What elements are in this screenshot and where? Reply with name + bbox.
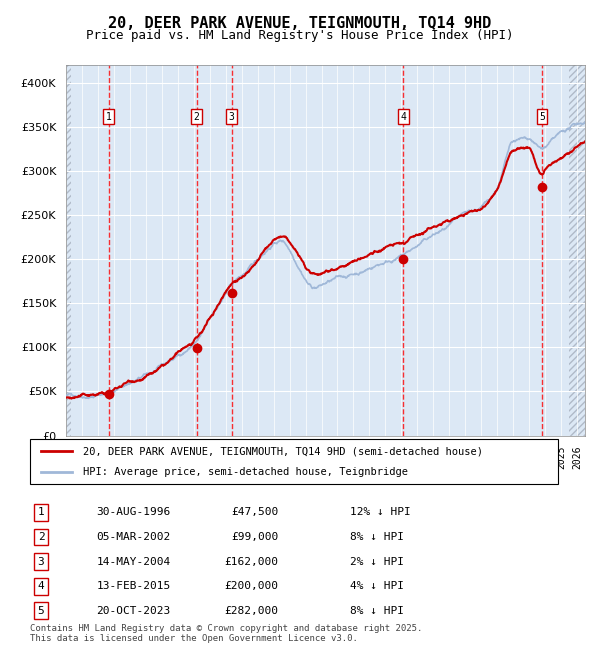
Text: 4% ↓ HPI: 4% ↓ HPI: [350, 581, 404, 592]
Text: 20-OCT-2023: 20-OCT-2023: [96, 606, 170, 616]
Text: 3: 3: [38, 556, 44, 567]
Text: £99,000: £99,000: [231, 532, 278, 542]
Text: Price paid vs. HM Land Registry's House Price Index (HPI): Price paid vs. HM Land Registry's House …: [86, 29, 514, 42]
Text: 05-MAR-2002: 05-MAR-2002: [96, 532, 170, 542]
Text: 14-MAY-2004: 14-MAY-2004: [96, 556, 170, 567]
Text: 3: 3: [229, 112, 235, 122]
Text: 4: 4: [400, 112, 406, 122]
Text: 2: 2: [194, 112, 200, 122]
Text: 20, DEER PARK AVENUE, TEIGNMOUTH, TQ14 9HD (semi-detached house): 20, DEER PARK AVENUE, TEIGNMOUTH, TQ14 9…: [83, 447, 483, 456]
Text: £282,000: £282,000: [224, 606, 278, 616]
Text: £200,000: £200,000: [224, 581, 278, 592]
Text: 2% ↓ HPI: 2% ↓ HPI: [350, 556, 404, 567]
Text: 12% ↓ HPI: 12% ↓ HPI: [350, 507, 411, 517]
Text: 5: 5: [539, 112, 545, 122]
Text: 2: 2: [38, 532, 44, 542]
Text: £47,500: £47,500: [231, 507, 278, 517]
Text: 1: 1: [106, 112, 112, 122]
Text: Contains HM Land Registry data © Crown copyright and database right 2025.
This d: Contains HM Land Registry data © Crown c…: [30, 624, 422, 644]
Text: HPI: Average price, semi-detached house, Teignbridge: HPI: Average price, semi-detached house,…: [83, 467, 408, 476]
Text: 1: 1: [38, 507, 44, 517]
Text: 8% ↓ HPI: 8% ↓ HPI: [350, 532, 404, 542]
FancyBboxPatch shape: [30, 439, 558, 484]
Text: £162,000: £162,000: [224, 556, 278, 567]
Text: 30-AUG-1996: 30-AUG-1996: [96, 507, 170, 517]
Text: 4: 4: [38, 581, 44, 592]
Text: 13-FEB-2015: 13-FEB-2015: [96, 581, 170, 592]
Text: 20, DEER PARK AVENUE, TEIGNMOUTH, TQ14 9HD: 20, DEER PARK AVENUE, TEIGNMOUTH, TQ14 9…: [109, 16, 491, 31]
Text: 8% ↓ HPI: 8% ↓ HPI: [350, 606, 404, 616]
Text: 5: 5: [38, 606, 44, 616]
